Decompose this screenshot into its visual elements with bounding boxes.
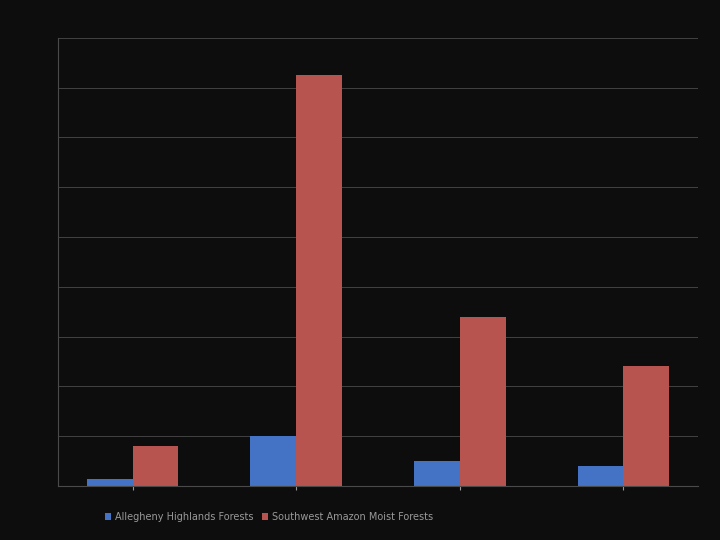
Bar (577, 466, 624, 486)
Bar (132, 446, 179, 486)
Bar (624, 367, 670, 486)
Bar (414, 461, 460, 486)
Bar (86, 478, 132, 486)
Bar (460, 316, 505, 486)
Legend: Allegheny Highlands Forests, Southwest Amazon Moist Forests: Allegheny Highlands Forests, Southwest A… (101, 508, 437, 526)
Bar (251, 436, 296, 486)
Bar (296, 75, 342, 486)
